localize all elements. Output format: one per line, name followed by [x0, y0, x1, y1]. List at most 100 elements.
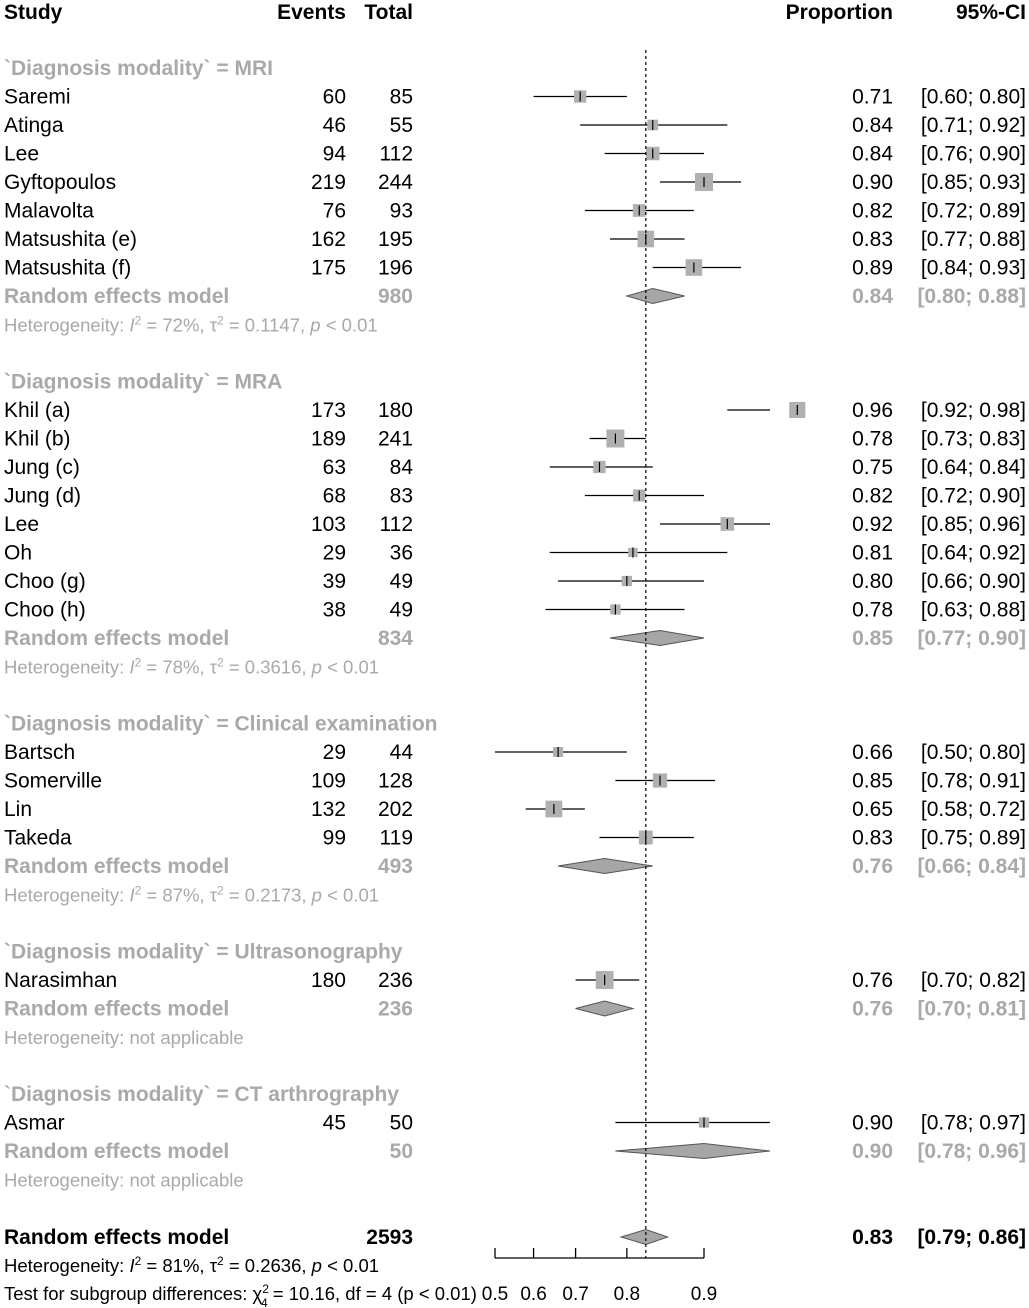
study-name: Oh: [4, 542, 32, 565]
subgroup-test-text: Test for subgroup differences: χ2 4 = 10.…: [4, 1282, 477, 1308]
overall-proportion: 0.83: [852, 1226, 893, 1249]
ci-value: [0.78; 0.97]: [921, 1112, 1026, 1135]
study-name: Jung (d): [4, 485, 81, 508]
ci-value: [0.64; 0.92]: [921, 542, 1026, 565]
proportion-value: 0.96: [852, 399, 893, 422]
study-name: Matsushita (e): [4, 228, 137, 251]
events-value: 162: [311, 228, 346, 251]
study-name: Takeda: [4, 827, 72, 850]
total-value: 244: [378, 171, 413, 194]
events-value: 63: [323, 456, 346, 479]
proportion-value: 0.90: [852, 171, 893, 194]
heterogeneity-text: Heterogeneity: I2 = 78%, τ2 = 0.3616, p …: [4, 656, 379, 678]
total-value: 119: [380, 827, 413, 850]
x-tick-label: 0.6: [520, 1284, 546, 1305]
study-name: Atinga: [4, 114, 64, 137]
header-study: Study: [4, 1, 63, 24]
proportion-value: 0.82: [852, 200, 893, 223]
total-value: 49: [390, 599, 413, 622]
total-value: 36: [390, 542, 413, 565]
total-value: 112: [380, 143, 413, 166]
ci-value: [0.66; 0.90]: [921, 570, 1026, 593]
x-tick-label: 0.9: [691, 1284, 717, 1305]
proportion-value: 0.85: [852, 770, 893, 793]
ci-value: [0.70; 0.82]: [921, 969, 1026, 992]
proportion-value: 0.83: [852, 228, 893, 251]
ci-value: [0.73; 0.83]: [921, 428, 1026, 451]
ci-value: [0.63; 0.88]: [921, 599, 1026, 622]
study-name: Malavolta: [4, 200, 94, 223]
study-name: Choo (h): [4, 599, 86, 622]
study-name: Lee: [4, 143, 39, 166]
total-value: 85: [390, 86, 413, 109]
total-value: 55: [390, 114, 413, 137]
pooled-label: Random effects model: [4, 998, 229, 1021]
ci-value: [0.72; 0.89]: [921, 200, 1026, 223]
pooled-total: 236: [378, 998, 413, 1021]
proportion-value: 0.84: [852, 143, 893, 166]
subgroup-header: `Diagnosis modality` = MRI: [4, 57, 273, 80]
ci-value: [0.58; 0.72]: [921, 798, 1026, 821]
ci-value: [0.92; 0.98]: [921, 399, 1026, 422]
subgroup-header: `Diagnosis modality` = CT arthrography: [4, 1083, 399, 1106]
events-value: 39: [323, 570, 346, 593]
study-name: Khil (a): [4, 399, 71, 422]
pooled-total: 980: [378, 285, 413, 308]
total-value: 44: [390, 741, 414, 764]
total-value: 180: [378, 399, 413, 422]
ci-value: [0.72; 0.90]: [921, 485, 1026, 508]
pooled-ci: [0.70; 0.81]: [917, 998, 1026, 1021]
study-name: Matsushita (f): [4, 257, 131, 280]
pooled-diamond: [575, 1000, 635, 1017]
heterogeneity-text: Heterogeneity: I2 = 81%, τ2 = 0.2636, p …: [4, 1254, 379, 1276]
pooled-diamond: [625, 287, 685, 305]
pooled-proportion: 0.90: [852, 1140, 893, 1163]
pooled-proportion: 0.85: [852, 627, 893, 650]
overall-ci: [0.79; 0.86]: [917, 1226, 1026, 1249]
events-value: 99: [323, 827, 346, 850]
proportion-value: 0.90: [852, 1112, 893, 1135]
events-value: 76: [323, 200, 346, 223]
pooled-total: 50: [390, 1140, 413, 1163]
heterogeneity-text: Heterogeneity: I2 = 87%, τ2 = 0.2173, p …: [4, 884, 379, 906]
total-value: 84: [390, 456, 414, 479]
proportion-value: 0.81: [852, 542, 893, 565]
pooled-diamond: [619, 1228, 670, 1246]
pooled-ci: [0.66; 0.84]: [917, 855, 1026, 878]
heterogeneity-text: Heterogeneity: not applicable: [4, 1170, 244, 1191]
pooled-label: Random effects model: [4, 285, 229, 308]
ci-value: [0.60; 0.80]: [921, 86, 1026, 109]
total-value: 196: [378, 257, 413, 280]
total-value: 112: [380, 513, 413, 536]
proportion-value: 0.89: [852, 257, 893, 280]
x-tick-label: 0.7: [562, 1284, 588, 1305]
study-name: Khil (b): [4, 428, 71, 451]
subgroup-header: `Diagnosis modality` = MRA: [4, 371, 282, 394]
events-value: 45: [323, 1112, 346, 1135]
total-value: 236: [378, 969, 413, 992]
study-name: Lin: [4, 798, 32, 821]
proportion-value: 0.78: [852, 599, 893, 622]
ci-value: [0.77; 0.88]: [921, 228, 1026, 251]
pooled-diamond: [609, 629, 705, 647]
study-name: Bartsch: [4, 741, 75, 764]
proportion-value: 0.66: [852, 741, 893, 764]
pooled-proportion: 0.76: [852, 998, 893, 1021]
ci-value: [0.50; 0.80]: [921, 741, 1026, 764]
total-value: 50: [390, 1112, 413, 1135]
events-value: 46: [323, 114, 346, 137]
events-value: 173: [311, 399, 346, 422]
proportion-value: 0.78: [852, 428, 893, 451]
events-value: 68: [323, 485, 346, 508]
pooled-label: Random effects model: [4, 627, 229, 650]
pooled-ci: [0.77; 0.90]: [917, 627, 1026, 650]
overall-total: 2593: [366, 1226, 413, 1249]
x-tick-label: 0.8: [614, 1284, 640, 1305]
proportion-value: 0.80: [852, 570, 893, 593]
events-value: 29: [323, 542, 346, 565]
overall-label: Random effects model: [4, 1226, 229, 1249]
total-value: 49: [390, 570, 413, 593]
study-name: Choo (g): [4, 570, 86, 593]
